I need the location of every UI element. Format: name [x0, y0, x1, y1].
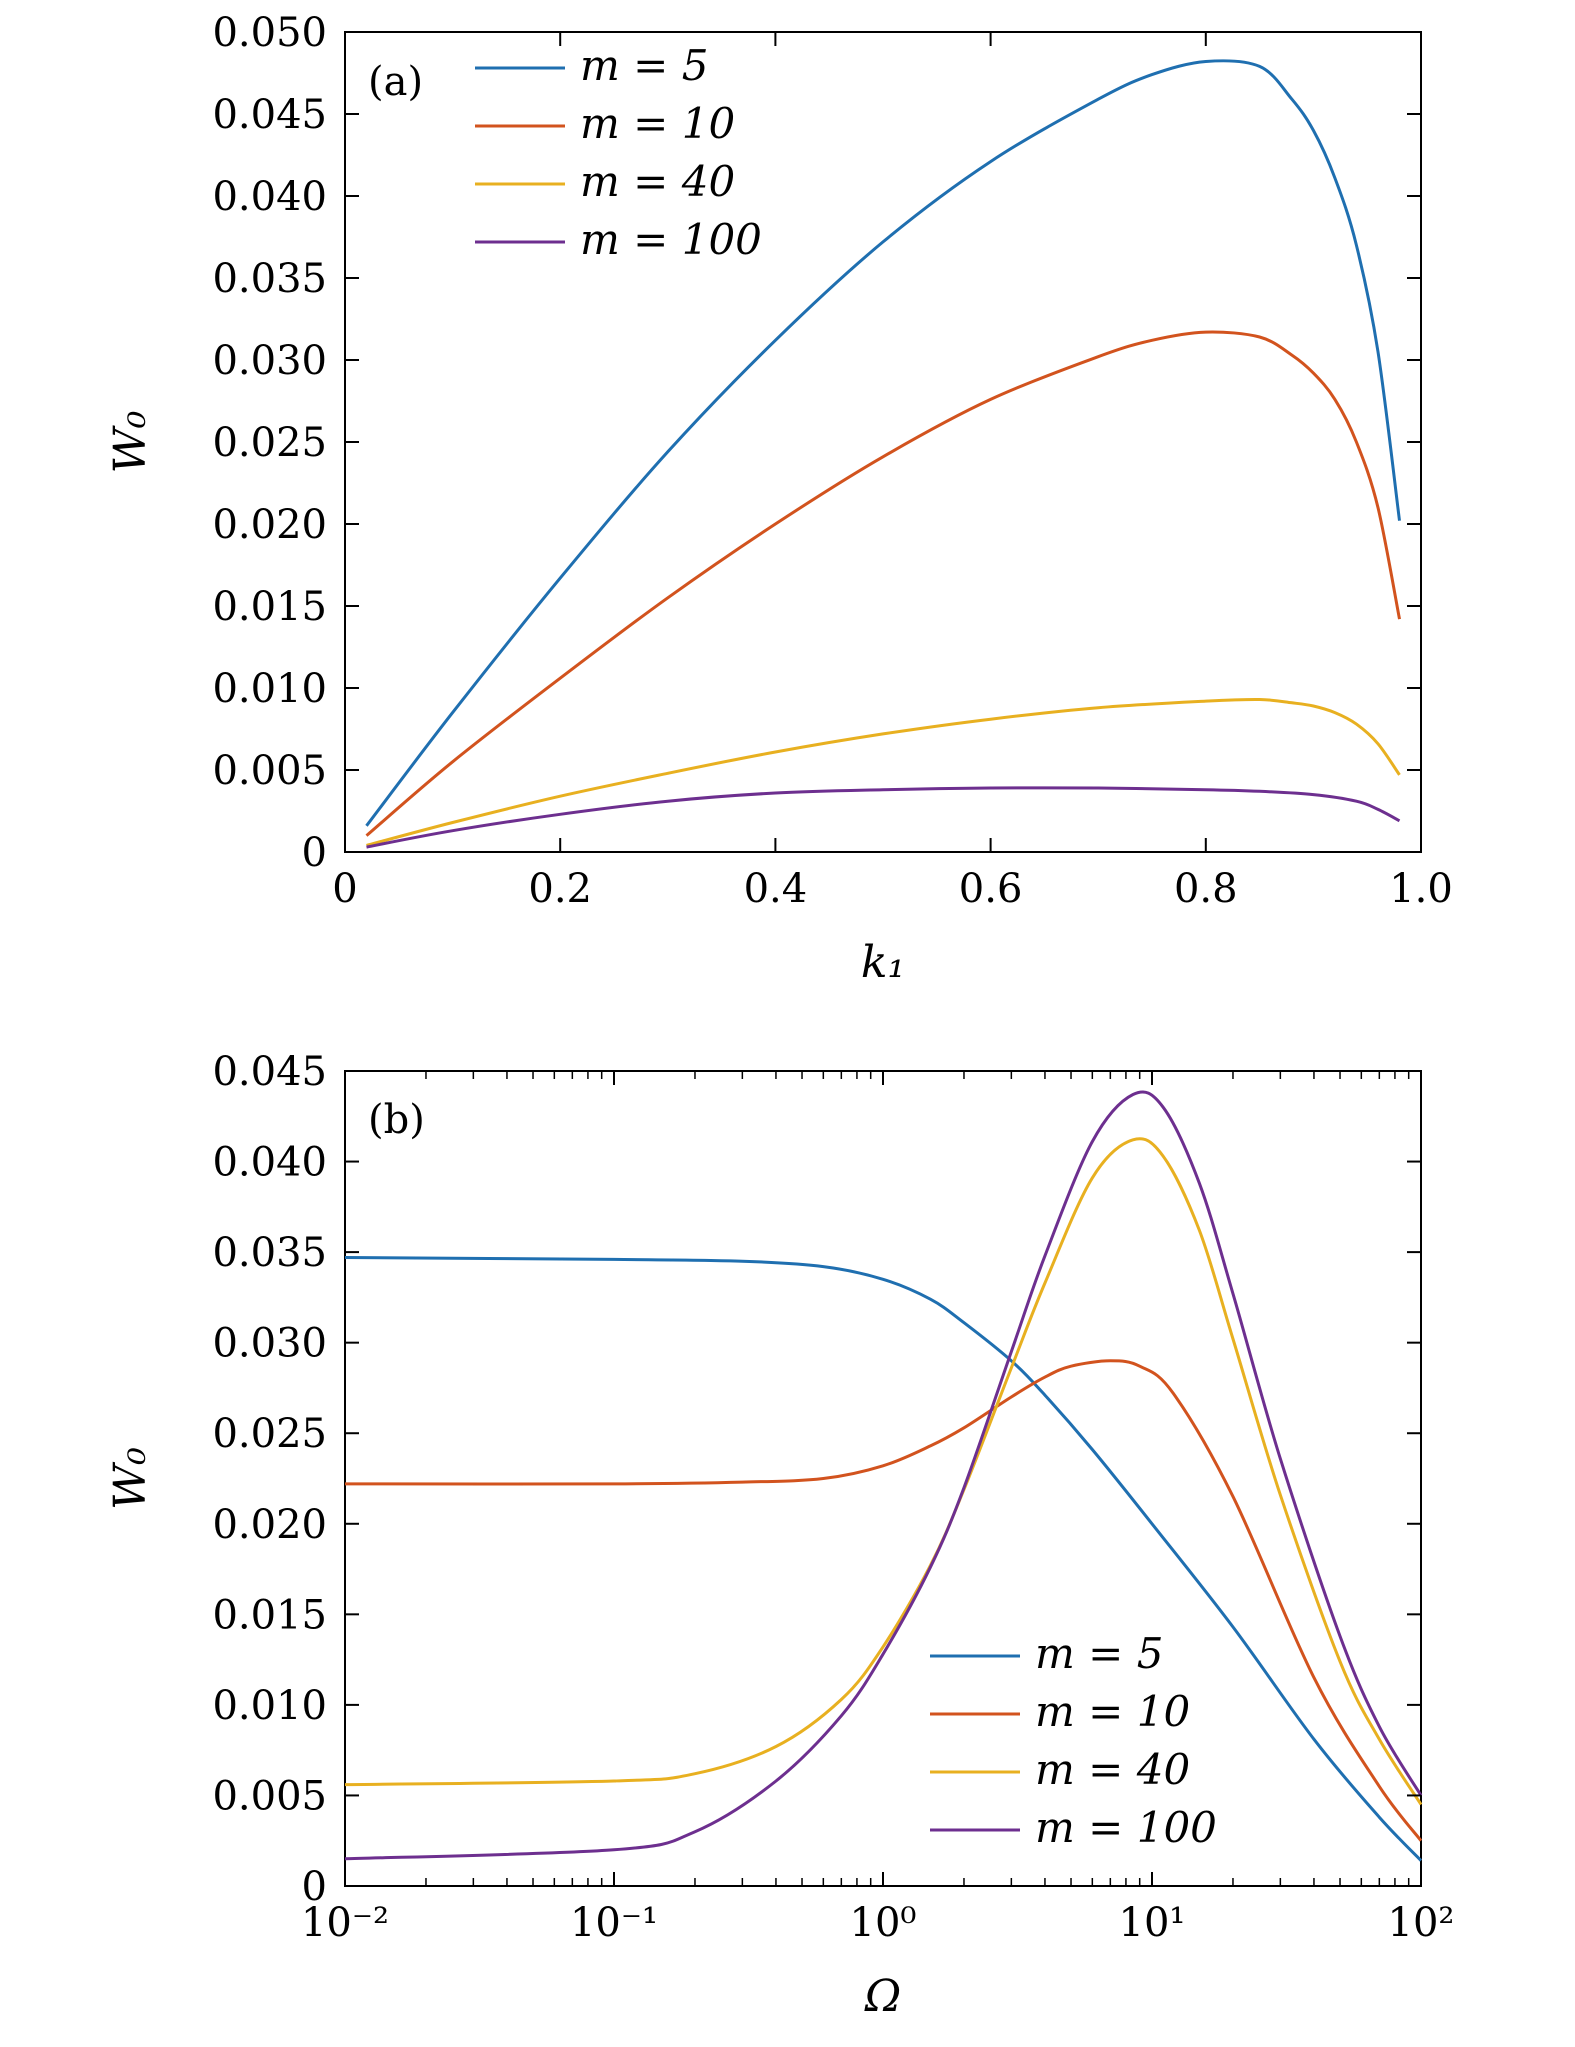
y-axis-title: W₀ — [105, 410, 156, 473]
series-line — [366, 697, 1401, 847]
panel-label: (a) — [368, 59, 423, 105]
series-group — [365, 59, 1401, 849]
y-tick-label: 0.020 — [212, 1502, 327, 1548]
axes-group: 0 0.005 0.010 0.015 0.020 0.025 0.030 0.035 0.04… — [212, 10, 1452, 912]
y-tick-label: 0.020 — [212, 502, 327, 548]
x-tick-label: 0.4 — [744, 866, 808, 912]
series-line — [344, 1256, 1423, 1862]
y-tick-label: 0.030 — [212, 1321, 327, 1367]
x-tick-label: 10² — [1388, 1900, 1455, 1946]
y-tick-label: 0 — [302, 1864, 327, 1910]
plot-area-frame — [344, 31, 1422, 853]
axes-group: 0 0.005 0.010 0.015 0.020 0.025 0.030 0.035 0.04… — [212, 1049, 1454, 1946]
x-tick-label: 10⁻² — [301, 1900, 389, 1946]
y-tick-label: 0.030 — [212, 338, 327, 384]
y-tick-label: 0.025 — [212, 420, 327, 466]
x-axis-title: k₁ — [861, 937, 905, 988]
chart-panel-b: 0 0.005 0.010 0.015 0.020 0.025 0.030 0.035 0.04… — [105, 1049, 1454, 2022]
legend-label: m = 40 — [1035, 1745, 1190, 1794]
legend-label: m = 10 — [580, 99, 735, 148]
x-tick-label: 1.0 — [1389, 866, 1453, 912]
y-tick-label: 0.010 — [212, 666, 327, 712]
legend-label: m = 100 — [1035, 1803, 1217, 1852]
series-line — [366, 786, 1401, 849]
y-tick-label: 0.015 — [212, 1592, 327, 1638]
y-tick-label: 0.035 — [212, 1230, 327, 1276]
series-line — [365, 330, 1401, 837]
y-tick-label: 0.040 — [212, 1140, 327, 1186]
y-tick-label: 0.025 — [212, 1411, 327, 1457]
panel-label: (b) — [368, 1097, 425, 1143]
y-tick-label: 0.015 — [212, 584, 327, 630]
x-tick-label: 0.6 — [959, 866, 1023, 912]
chart-panel-a: 0 0.005 0.010 0.015 0.020 0.025 0.030 0.035 0.04… — [105, 10, 1453, 988]
series-line — [344, 1359, 1423, 1842]
y-axis-title: W₀ — [105, 1447, 156, 1510]
x-tick-label: 0.8 — [1174, 866, 1238, 912]
y-tick-label: 0.005 — [212, 748, 327, 794]
y-tick-label: 0.045 — [212, 92, 327, 138]
x-tick-label: 0 — [332, 866, 357, 912]
x-tick-label: 10¹ — [1119, 1900, 1186, 1946]
legend-label: m = 5 — [1035, 1629, 1163, 1678]
y-tick-label: 0 — [302, 830, 327, 876]
x-axis-title: Ω — [864, 1971, 901, 2022]
y-tick-label: 0.045 — [212, 1049, 327, 1095]
y-tick-label: 0.005 — [212, 1773, 327, 1819]
y-tick-label: 0.040 — [212, 174, 327, 220]
x-tick-label: 0.2 — [528, 866, 592, 912]
legend-label: m = 5 — [580, 41, 708, 90]
y-tick-label: 0.035 — [212, 256, 327, 302]
series-line — [344, 1090, 1423, 1861]
legend-label: m = 100 — [580, 215, 762, 264]
y-tick-label: 0.050 — [212, 10, 327, 56]
plot-area-frame — [344, 1070, 1422, 1887]
legend: m = 5 m = 10 m = 40 m = 100 — [930, 1629, 1217, 1852]
y-tick-label: 0.010 — [212, 1683, 327, 1729]
series-group — [344, 1090, 1423, 1862]
x-tick-label: 10⁰ — [850, 1900, 917, 1946]
legend-label: m = 10 — [1035, 1687, 1190, 1736]
legend-label: m = 40 — [580, 157, 735, 206]
legend: m = 5 m = 10 m = 40 m = 100 — [475, 41, 762, 264]
x-tick-label: 10⁻¹ — [570, 1900, 658, 1946]
series-line — [365, 59, 1401, 827]
series-line — [344, 1137, 1423, 1806]
